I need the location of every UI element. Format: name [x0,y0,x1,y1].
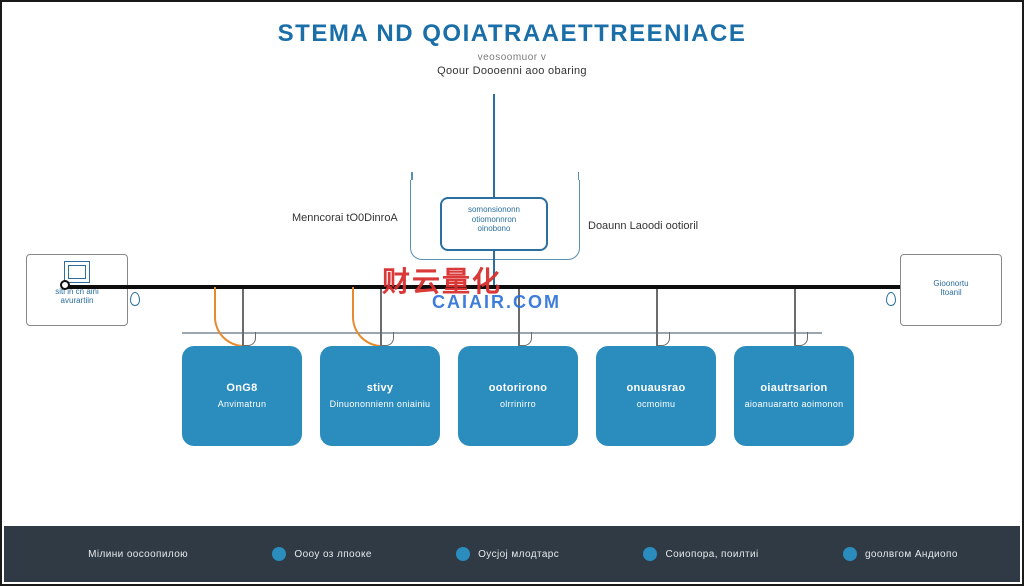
diagram-frame: STEMA ND QOIATRAAETTREENIACE veosoomuor … [0,0,1024,586]
label-right: Doaunn Laoodi ootioril [588,220,698,232]
connector-top-stem [493,94,495,198]
card-3: ootorirono olrrinirro [458,346,578,446]
teardrop-icon-left [130,292,140,306]
endpoint-left-line2: avurartiin [27,296,127,305]
card-4-title: onuausrao [602,381,710,395]
card-5-sub: aioanuararto aoimonon [740,399,848,411]
footer-dot-1 [66,547,80,561]
footer-item-2: Оооу оз лпооке [272,547,371,561]
top-node-line3: oinobono [446,224,542,234]
footer-item-3: Оусјој млодтарс [456,547,559,561]
card-2: stivy Dinuononnienn oniainiu [320,346,440,446]
footer-item-5: gоолвгом Андиопо [843,547,958,561]
footer-label-5: gоолвгом Андиопо [865,549,958,560]
connector-mid-stem [493,251,495,287]
hook-4 [656,332,670,346]
teardrop-icon-right [886,292,896,306]
hook-2 [380,332,394,346]
top-node: somonsiononn otiomonnron oinobono [440,197,548,251]
card-1: OnG8 Anvimatrun [182,346,302,446]
orange-arrow-1 [214,287,244,347]
footer-dot-3 [456,547,470,561]
label-left: Menncorai tO0DinroA [292,212,398,224]
card-2-title: stivy [326,381,434,395]
diagram-subtitle-2: Qoour Doooenni aoo obaring [2,65,1022,77]
endpoint-right-line2: Itoanil [901,288,1001,297]
document-icon [64,261,90,283]
watermark-cn: 财云量化 [382,260,502,300]
footer-bar: Мілини ооcоопилою Оооу оз лпооке Оусјој … [4,526,1020,582]
card-4-sub: ocmoimu [602,399,710,411]
card-5: oiautrsarion aioanuararto aoimonon [734,346,854,446]
footer-dot-5 [843,547,857,561]
watermark-en: CAIAIR.COM [432,292,561,313]
footer-item-4: Соиопора, поилтиі [643,547,758,561]
top-node-line2: otiomonnron [446,215,542,225]
footer-label-2: Оооу оз лпооке [294,549,371,560]
card-1-sub: Anvimatrun [188,399,296,411]
card-3-sub: olrrinirro [464,399,572,411]
diagram-subtitle-1: veosoomuor v [2,52,1022,63]
footer-dot-4 [643,547,657,561]
diagram-title: STEMA ND QOIATRAAETTREENIACE [2,20,1022,48]
endpoint-left: siti in cn aini avurartiin [26,254,128,326]
sub-rail [182,332,822,334]
rail-endcap-left [60,280,70,290]
hook-5 [794,332,808,346]
card-4: onuausrao ocmoimu [596,346,716,446]
hook-1 [242,332,256,346]
hook-3 [518,332,532,346]
orange-arrow-2 [352,287,382,347]
footer-item-1: Мілини ооcоопилою [66,547,188,561]
top-node-line1: somonsiononn [446,205,542,215]
card-3-title: ootorirono [464,381,572,395]
card-row: OnG8 Anvimatrun stivy Dinuononnienn onia… [182,346,854,446]
footer-label-1: Мілини ооcоопилою [88,549,188,560]
footer-label-3: Оусјој млодтарс [478,549,559,560]
footer-label-4: Соиопора, поилтиі [665,549,758,560]
endpoint-right-line1: Gioonortu [901,279,1001,288]
card-2-sub: Dinuononnienn oniainiu [326,399,434,411]
footer-dot-2 [272,547,286,561]
main-rail [64,285,964,289]
endpoint-right: Gioonortu Itoanil [900,254,1002,326]
card-1-title: OnG8 [188,381,296,395]
card-5-title: oiautrsarion [740,381,848,395]
